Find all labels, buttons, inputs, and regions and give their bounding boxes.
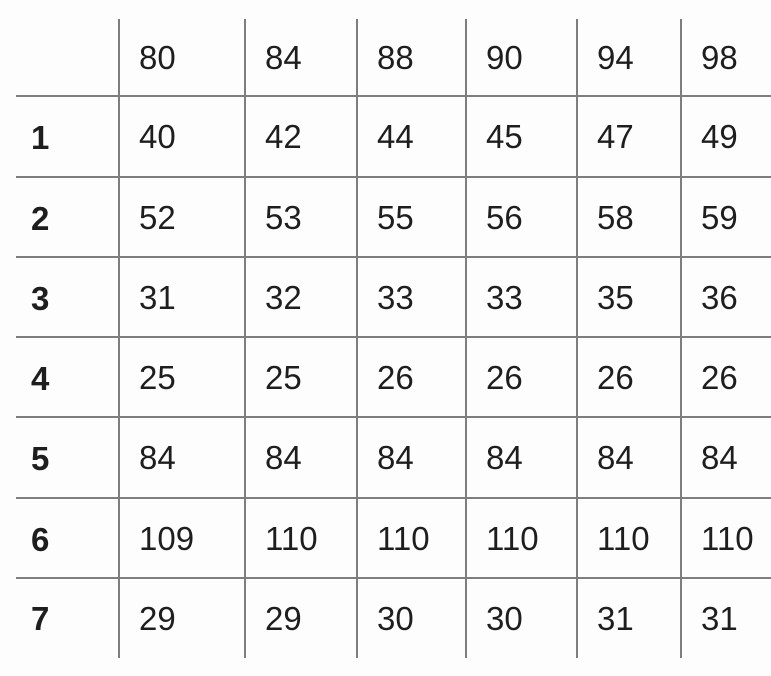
- row-label: 2: [0, 178, 120, 258]
- data-cell: 31: [120, 258, 246, 338]
- data-cell: 25: [246, 338, 358, 418]
- corner-cell: [0, 19, 120, 97]
- data-cell: 84: [358, 418, 467, 499]
- data-cell: 36: [682, 258, 771, 338]
- data-cell: 84: [467, 418, 578, 499]
- header-cell: 94: [578, 19, 682, 97]
- data-cell: 53: [246, 178, 358, 258]
- data-cell: 40: [120, 97, 246, 178]
- row-label: 4: [0, 338, 120, 418]
- data-cell: 33: [467, 258, 578, 338]
- data-cell: 30: [358, 579, 467, 658]
- data-cell: 47: [578, 97, 682, 178]
- header-cell: 80: [120, 19, 246, 97]
- data-cell: 110: [467, 499, 578, 579]
- data-cell: 26: [467, 338, 578, 418]
- data-cell: 110: [358, 499, 467, 579]
- row-label: 7: [0, 579, 120, 658]
- data-cell: 56: [467, 178, 578, 258]
- data-cell: 26: [578, 338, 682, 418]
- header-cell: 88: [358, 19, 467, 97]
- data-cell: 110: [578, 499, 682, 579]
- data-cell: 26: [358, 338, 467, 418]
- header-cell: 98: [682, 19, 771, 97]
- data-cell: 33: [358, 258, 467, 338]
- data-cell: 49: [682, 97, 771, 178]
- data-cell: 35: [578, 258, 682, 338]
- table: 80 84 88 90 94 98 1 40 42 44 45 47 49 2 52 53 55 56 58 59 3 3…: [0, 19, 771, 658]
- data-cell: 42: [246, 97, 358, 178]
- data-cell: 29: [246, 579, 358, 658]
- data-cell: 59: [682, 178, 771, 258]
- data-cell: 84: [246, 418, 358, 499]
- data-cell: 30: [467, 579, 578, 658]
- data-cell: 109: [120, 499, 246, 579]
- row-label: 1: [0, 97, 120, 178]
- row-label: 6: [0, 499, 120, 579]
- data-cell: 110: [682, 499, 771, 579]
- data-cell: 32: [246, 258, 358, 338]
- data-cell: 29: [120, 579, 246, 658]
- data-cell: 110: [246, 499, 358, 579]
- row-label: 3: [0, 258, 120, 338]
- data-cell: 25: [120, 338, 246, 418]
- data-cell: 58: [578, 178, 682, 258]
- data-cell: 31: [578, 579, 682, 658]
- data-cell: 26: [682, 338, 771, 418]
- data-cell: 31: [701, 600, 738, 637]
- data-cell: 45: [467, 97, 578, 178]
- data-cell: 52: [120, 178, 246, 258]
- data-cell: 84: [120, 418, 246, 499]
- data-cell: 84: [682, 418, 771, 499]
- header-cell: 84: [246, 19, 358, 97]
- row-label: 5: [0, 418, 120, 499]
- header-cell: 90: [467, 19, 578, 97]
- data-cell: 44: [358, 97, 467, 178]
- data-cell: 84: [578, 418, 682, 499]
- data-cell: 55: [358, 178, 467, 258]
